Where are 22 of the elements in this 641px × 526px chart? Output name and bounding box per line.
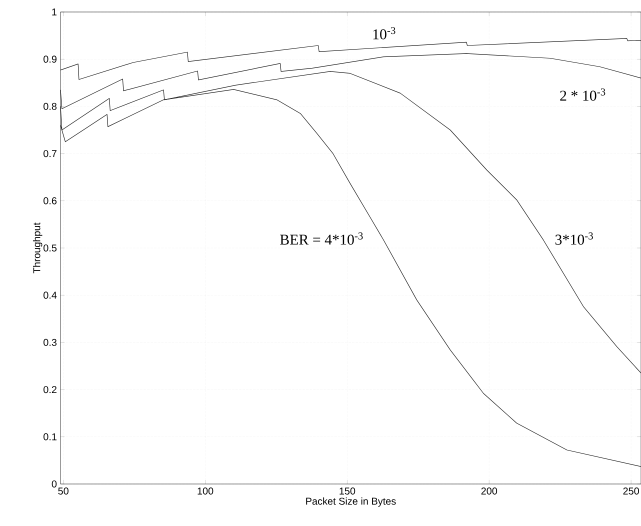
x-tick-label: 150 [340, 488, 356, 495]
x-tick-label: 200 [481, 488, 498, 495]
x-tick-label: 50 [58, 488, 68, 495]
y-tick-label: 0.4 [44, 292, 57, 299]
y-tick-label: 0.5 [44, 244, 57, 252]
y-axis-title: Throughput [32, 222, 42, 274]
y-tick-label: 0.2 [44, 386, 56, 394]
y-tick-label: 1 [52, 8, 56, 16]
y-tick-label: 0.7 [44, 150, 56, 158]
y-tick-label: 0.6 [44, 197, 57, 204]
y-tick-label: 0 [52, 480, 57, 488]
y-tick-label: 0.9 [44, 56, 57, 63]
x-tick-label: 100 [198, 488, 214, 495]
x-axis-title: Packet Size in Bytes [306, 497, 396, 507]
series-label: 2 * 10$^{-3}$ [560, 88, 606, 101]
y-tick-label: 0.1 [44, 433, 56, 440]
series-label: 10$^{-3}$ [373, 27, 396, 40]
series-label: BER = 4*10$^{-3}$ [280, 232, 363, 245]
x-tick-label: 250 [623, 488, 639, 495]
series-label: 3*10$^{-3}$ [555, 232, 593, 245]
y-tick-label: 0.8 [44, 102, 57, 110]
y-tick-label: 0.3 [44, 338, 57, 346]
